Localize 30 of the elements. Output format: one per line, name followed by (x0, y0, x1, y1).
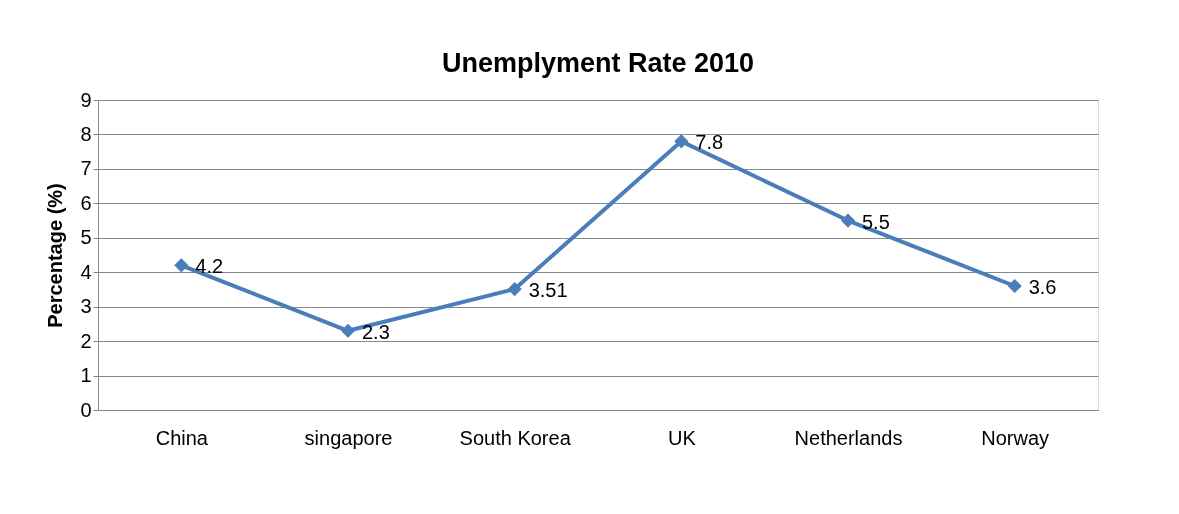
y-tick-label: 2 (80, 329, 92, 352)
point (674, 134, 689, 149)
y-axis-title: Percentage (%) (44, 183, 67, 328)
x-tick-label: South Korea (459, 426, 572, 449)
x-tick-label: singapore (304, 426, 393, 449)
x-tick-label: Norway (981, 426, 1050, 449)
y-tick-label: 4 (80, 260, 92, 283)
data-label: 4.2 (195, 255, 224, 278)
point (174, 258, 189, 273)
data-label: 5.5 (862, 210, 890, 233)
data-label: 7.8 (695, 131, 724, 154)
chart-title: Unemplyment Rate 2010 (441, 48, 755, 78)
x-tick-label: UK (667, 426, 697, 449)
point (340, 323, 356, 338)
data-label: 2.3 (362, 320, 390, 343)
y-tick-label: 8 (80, 122, 92, 145)
y-tick-label: 3 (80, 295, 92, 318)
y-tick-label: 7 (80, 157, 92, 180)
x-tick-label: Netherlands (794, 426, 903, 449)
y-tick-label: 1 (80, 364, 92, 387)
y-tick-label: 5 (80, 226, 92, 249)
data-label: 3.6 (1028, 276, 1057, 298)
x-tick-label: China (155, 426, 209, 449)
y-tick-label: 0 (80, 398, 92, 421)
point (507, 282, 522, 297)
point (840, 213, 856, 228)
data-label: 3.51 (528, 279, 568, 302)
y-tick-label: 9 (80, 88, 92, 111)
y-tick-label: 6 (80, 191, 92, 214)
point (1007, 278, 1022, 294)
